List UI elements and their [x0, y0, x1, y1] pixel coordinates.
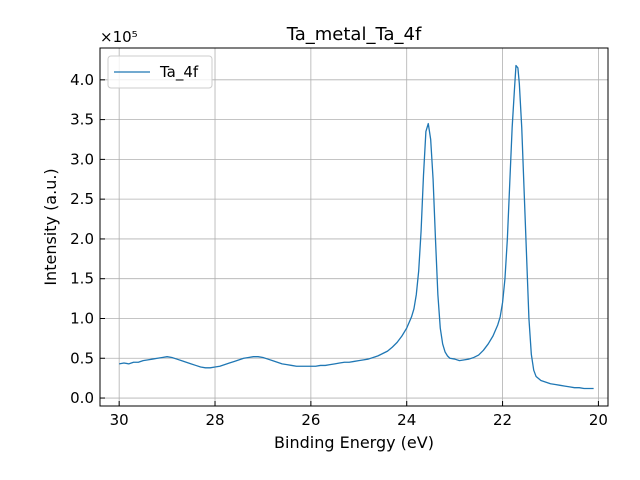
x-tick-label: 28: [205, 411, 224, 429]
y-tick-label: 0.5: [70, 349, 94, 367]
x-tick-label: 24: [397, 411, 416, 429]
x-axis-label: Binding Energy (eV): [274, 433, 434, 452]
legend: Ta_4f: [107, 55, 213, 89]
y-tick-label: 3.0: [70, 150, 94, 168]
y-tick-label: 4.0: [70, 71, 94, 89]
x-tick-label: 30: [110, 411, 129, 429]
series-layer: [119, 64, 594, 390]
y-tick-label: 2.5: [70, 190, 94, 208]
x-tick-label: 22: [493, 411, 512, 429]
y-tick-label: 1.5: [70, 270, 94, 288]
y-axis-ticks: 0.0 0.5 1.0 1.5 2.0 2.5 3.0 3.5 4.0: [70, 71, 105, 407]
x-axis-ticks: 30 28 26 24 22 20: [110, 401, 608, 429]
chart-title: Ta_metal_Ta_4f: [286, 24, 422, 45]
y-tick-label: 3.5: [70, 111, 94, 129]
y-axis-label: Intensity (a.u.): [41, 168, 60, 285]
y-tick-label: 0.0: [70, 389, 94, 407]
series-line-ta-4f: [119, 64, 594, 390]
y-tick-label: 2.0: [70, 230, 94, 248]
x-tick-label: 20: [589, 411, 608, 429]
x-tick-label: 26: [301, 411, 320, 429]
legend-label-ta-4f: Ta_4f: [159, 63, 199, 82]
y-axis-scale-label: ×10⁵: [100, 28, 138, 46]
plot-area-frame: [99, 47, 609, 407]
legend-box: [107, 55, 213, 89]
y-tick-label: 1.0: [70, 309, 94, 327]
